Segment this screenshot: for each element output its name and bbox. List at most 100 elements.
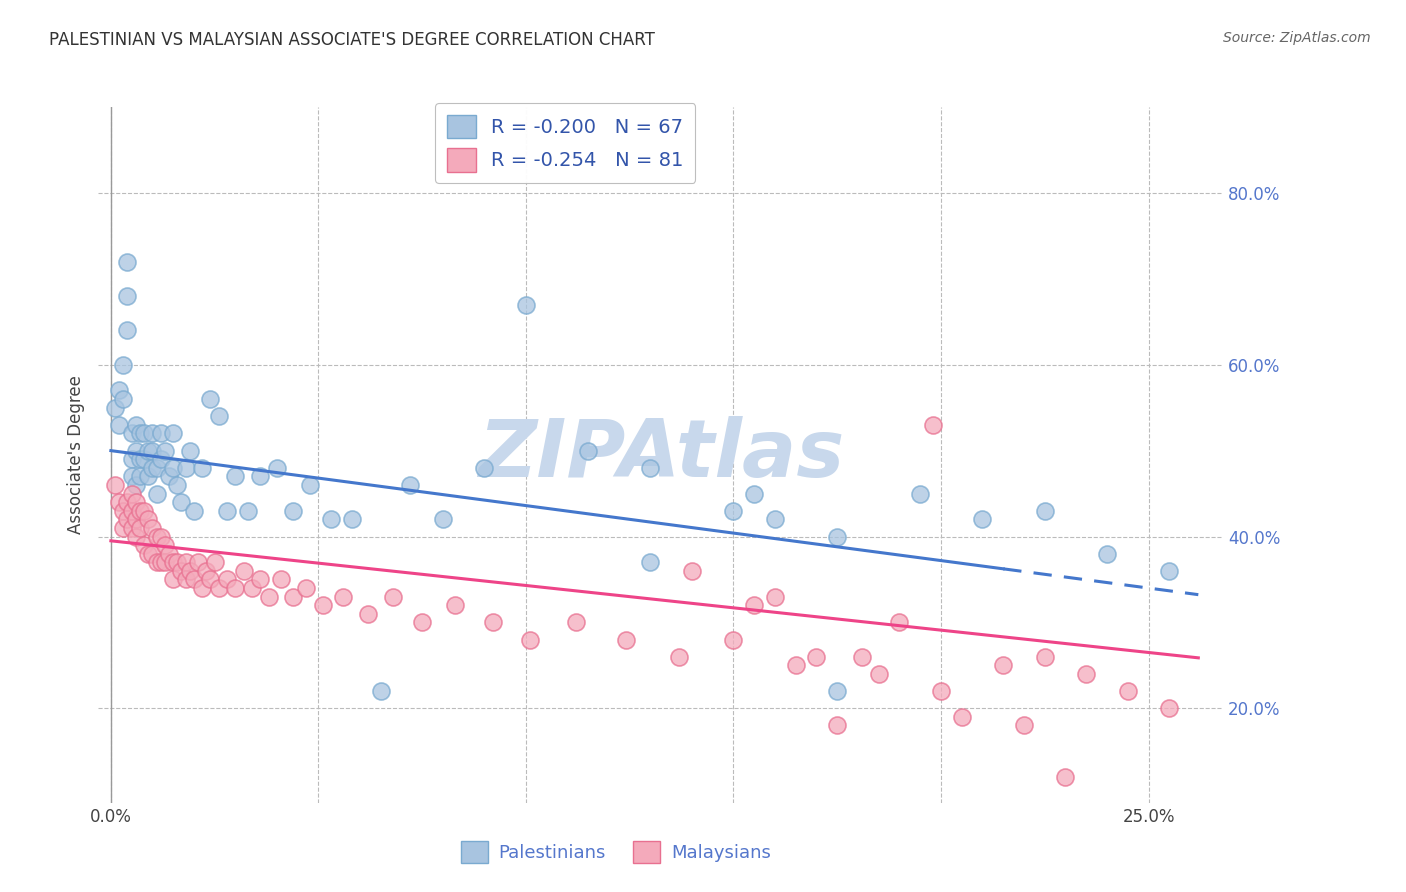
Point bbox=[576, 443, 599, 458]
Point bbox=[224, 469, 246, 483]
Point bbox=[742, 599, 765, 613]
Point bbox=[825, 529, 848, 543]
Y-axis label: Associate's Degree: Associate's Degree bbox=[66, 376, 84, 534]
Point bbox=[121, 452, 143, 467]
Point bbox=[200, 573, 222, 587]
Point bbox=[170, 495, 193, 509]
Point bbox=[141, 443, 163, 458]
Point bbox=[257, 590, 280, 604]
Point bbox=[153, 538, 176, 552]
Point bbox=[183, 504, 205, 518]
Point bbox=[763, 590, 786, 604]
Point bbox=[411, 615, 433, 630]
Point bbox=[179, 564, 201, 578]
Point bbox=[145, 529, 167, 543]
Point bbox=[681, 564, 703, 578]
Point bbox=[723, 632, 745, 647]
Point bbox=[208, 581, 231, 595]
Point bbox=[283, 504, 305, 518]
Point bbox=[311, 599, 333, 613]
Point bbox=[1159, 701, 1181, 715]
Point bbox=[763, 512, 786, 526]
Point bbox=[145, 460, 167, 475]
Point bbox=[332, 590, 354, 604]
Point bbox=[125, 512, 148, 526]
Point bbox=[993, 658, 1015, 673]
Point bbox=[851, 649, 873, 664]
Point bbox=[249, 573, 271, 587]
Point bbox=[1012, 718, 1035, 732]
Point bbox=[108, 417, 131, 432]
Text: ZIPAtlas: ZIPAtlas bbox=[478, 416, 844, 494]
Point bbox=[340, 512, 363, 526]
Point bbox=[868, 667, 890, 681]
Point bbox=[108, 495, 131, 509]
Point bbox=[112, 358, 135, 372]
Point bbox=[444, 599, 467, 613]
Point bbox=[191, 460, 214, 475]
Point bbox=[136, 443, 159, 458]
Point bbox=[640, 460, 662, 475]
Point bbox=[195, 564, 218, 578]
Point bbox=[217, 573, 239, 587]
Point bbox=[806, 649, 828, 664]
Point bbox=[515, 297, 537, 311]
Point bbox=[121, 426, 143, 441]
Point bbox=[614, 632, 637, 647]
Point bbox=[129, 469, 152, 483]
Point bbox=[129, 452, 152, 467]
Point bbox=[183, 573, 205, 587]
Point bbox=[136, 469, 159, 483]
Point bbox=[432, 512, 454, 526]
Point bbox=[153, 443, 176, 458]
Point bbox=[149, 529, 172, 543]
Point bbox=[283, 590, 305, 604]
Point bbox=[1054, 770, 1077, 784]
Point bbox=[153, 555, 176, 569]
Point bbox=[295, 581, 318, 595]
Point bbox=[136, 547, 159, 561]
Point bbox=[117, 495, 139, 509]
Point bbox=[382, 590, 405, 604]
Point bbox=[141, 460, 163, 475]
Point bbox=[1033, 649, 1056, 664]
Point bbox=[187, 555, 209, 569]
Point bbox=[162, 555, 184, 569]
Point bbox=[174, 573, 197, 587]
Point bbox=[104, 478, 127, 492]
Point bbox=[141, 426, 163, 441]
Point bbox=[112, 521, 135, 535]
Point bbox=[141, 521, 163, 535]
Point bbox=[1095, 547, 1118, 561]
Point bbox=[162, 573, 184, 587]
Point bbox=[200, 392, 222, 406]
Point bbox=[132, 452, 155, 467]
Point bbox=[474, 460, 496, 475]
Point bbox=[1159, 564, 1181, 578]
Point bbox=[723, 504, 745, 518]
Point bbox=[668, 649, 690, 664]
Point bbox=[121, 469, 143, 483]
Point bbox=[117, 323, 139, 337]
Legend: Palestinians, Malaysians: Palestinians, Malaysians bbox=[454, 834, 778, 871]
Point bbox=[1033, 504, 1056, 518]
Point bbox=[785, 658, 807, 673]
Point bbox=[117, 254, 139, 268]
Point bbox=[121, 486, 143, 500]
Point bbox=[208, 409, 231, 424]
Point bbox=[825, 718, 848, 732]
Point bbox=[179, 443, 201, 458]
Point bbox=[112, 392, 135, 406]
Point bbox=[174, 555, 197, 569]
Point bbox=[166, 555, 188, 569]
Point bbox=[125, 417, 148, 432]
Point bbox=[825, 684, 848, 698]
Point bbox=[232, 564, 254, 578]
Point bbox=[174, 460, 197, 475]
Point bbox=[921, 417, 943, 432]
Point bbox=[236, 504, 259, 518]
Point bbox=[125, 443, 148, 458]
Point bbox=[191, 581, 214, 595]
Point bbox=[249, 469, 271, 483]
Point bbox=[166, 478, 188, 492]
